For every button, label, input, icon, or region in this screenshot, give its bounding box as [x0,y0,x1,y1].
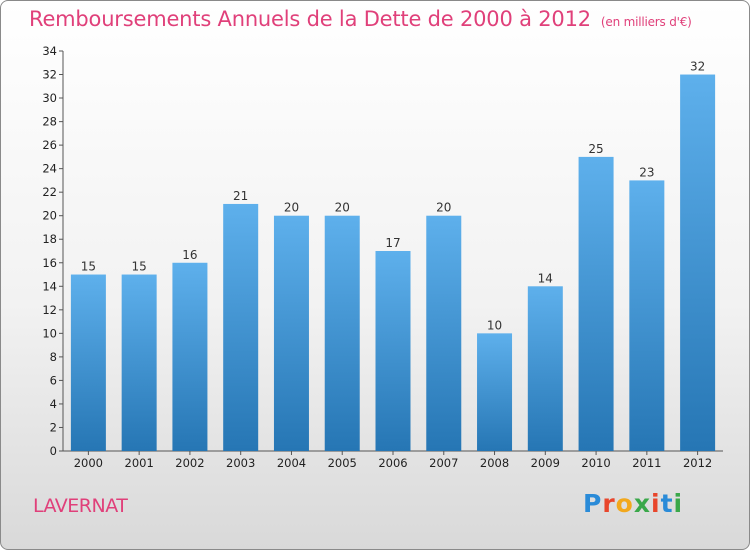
logo-letter: t [660,489,674,518]
bar-value-label: 21 [233,189,248,203]
logo-letter: r [602,489,616,518]
x-tick-label: 2003 [226,456,255,470]
logo-letter: i [651,489,661,518]
y-tick-label: 2 [50,420,57,434]
y-tick-label: 32 [42,68,57,82]
y-tick-label: 16 [42,256,57,270]
chart-title-text: Remboursements Annuels de la Dette de 20… [29,7,591,31]
bar [680,74,716,451]
bar [324,215,360,451]
x-tick-label: 2007 [429,456,458,470]
y-tick-label: 14 [42,279,57,293]
x-tick-label: 2008 [480,456,509,470]
x-tick-label: 2006 [378,456,407,470]
logo-letter: o [615,489,634,518]
bar-value-label: 14 [538,271,553,285]
chart-bars: 15 15 16 21 20 20 17 20 10 14 25 23 32 [70,60,716,452]
x-tick-label: 2001 [125,456,154,470]
bar [477,333,513,451]
x-tick-label: 2000 [74,456,103,470]
x-tick-label: 2002 [175,456,204,470]
y-tick-label: 30 [42,91,57,105]
chart-unit-note: (en milliers d'€) [600,15,692,29]
x-tick-label: 2009 [531,456,560,470]
x-tick-label: 2010 [581,456,610,470]
x-tick-label: 2005 [328,456,357,470]
bar-value-label: 20 [436,201,451,215]
bar-value-label: 23 [639,165,654,179]
bar-value-label: 25 [588,142,603,156]
y-tick-label: 20 [42,209,57,223]
bar [273,215,309,451]
logo-letter: P [583,489,603,518]
bar-value-label: 15 [81,260,96,274]
x-tick-label: 2004 [277,456,306,470]
bar-value-label: 20 [335,201,350,215]
bar [70,274,106,451]
y-tick-label: 6 [50,373,57,387]
bar [578,156,614,451]
bar-value-label: 15 [132,260,147,274]
bar-value-label: 17 [385,236,400,250]
y-tick-label: 22 [42,185,57,199]
y-tick-label: 18 [42,232,57,246]
y-tick-label: 0 [50,444,57,458]
bar-value-label: 10 [487,318,502,332]
y-tick-label: 24 [42,162,57,176]
y-tick-label: 34 [42,44,57,58]
bar [426,215,462,451]
logo-letter: x [633,489,651,518]
logo-letter: i [673,489,684,518]
bar [223,203,259,451]
proxiti-logo: Proxiti [583,489,683,518]
bar [121,274,157,451]
chart-title: Remboursements Annuels de la Dette de 20… [29,7,692,31]
bar [629,180,665,452]
y-tick-label: 12 [42,303,57,317]
bar [172,262,208,451]
y-tick-label: 4 [50,397,57,411]
bar [375,251,411,451]
town-name: LAVERNAT [33,495,128,517]
x-tick-label: 2012 [683,456,712,470]
y-tick-label: 26 [42,138,57,152]
y-tick-label: 10 [42,326,57,340]
y-tick-label: 8 [50,350,57,364]
bar [527,286,563,451]
bar-value-label: 32 [690,60,705,74]
bar-value-label: 20 [284,201,299,215]
x-tick-label: 2011 [632,456,661,470]
y-tick-label: 28 [42,115,57,129]
bar-value-label: 16 [182,248,197,262]
